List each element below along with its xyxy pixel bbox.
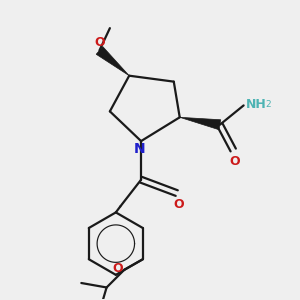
Text: O: O — [94, 36, 105, 49]
Polygon shape — [180, 117, 221, 130]
Text: NH: NH — [246, 98, 267, 111]
Text: 2: 2 — [265, 100, 271, 109]
Text: O: O — [112, 262, 123, 275]
Text: N: N — [134, 142, 146, 156]
Text: O: O — [230, 155, 240, 168]
Polygon shape — [96, 46, 129, 76]
Text: O: O — [173, 198, 184, 212]
